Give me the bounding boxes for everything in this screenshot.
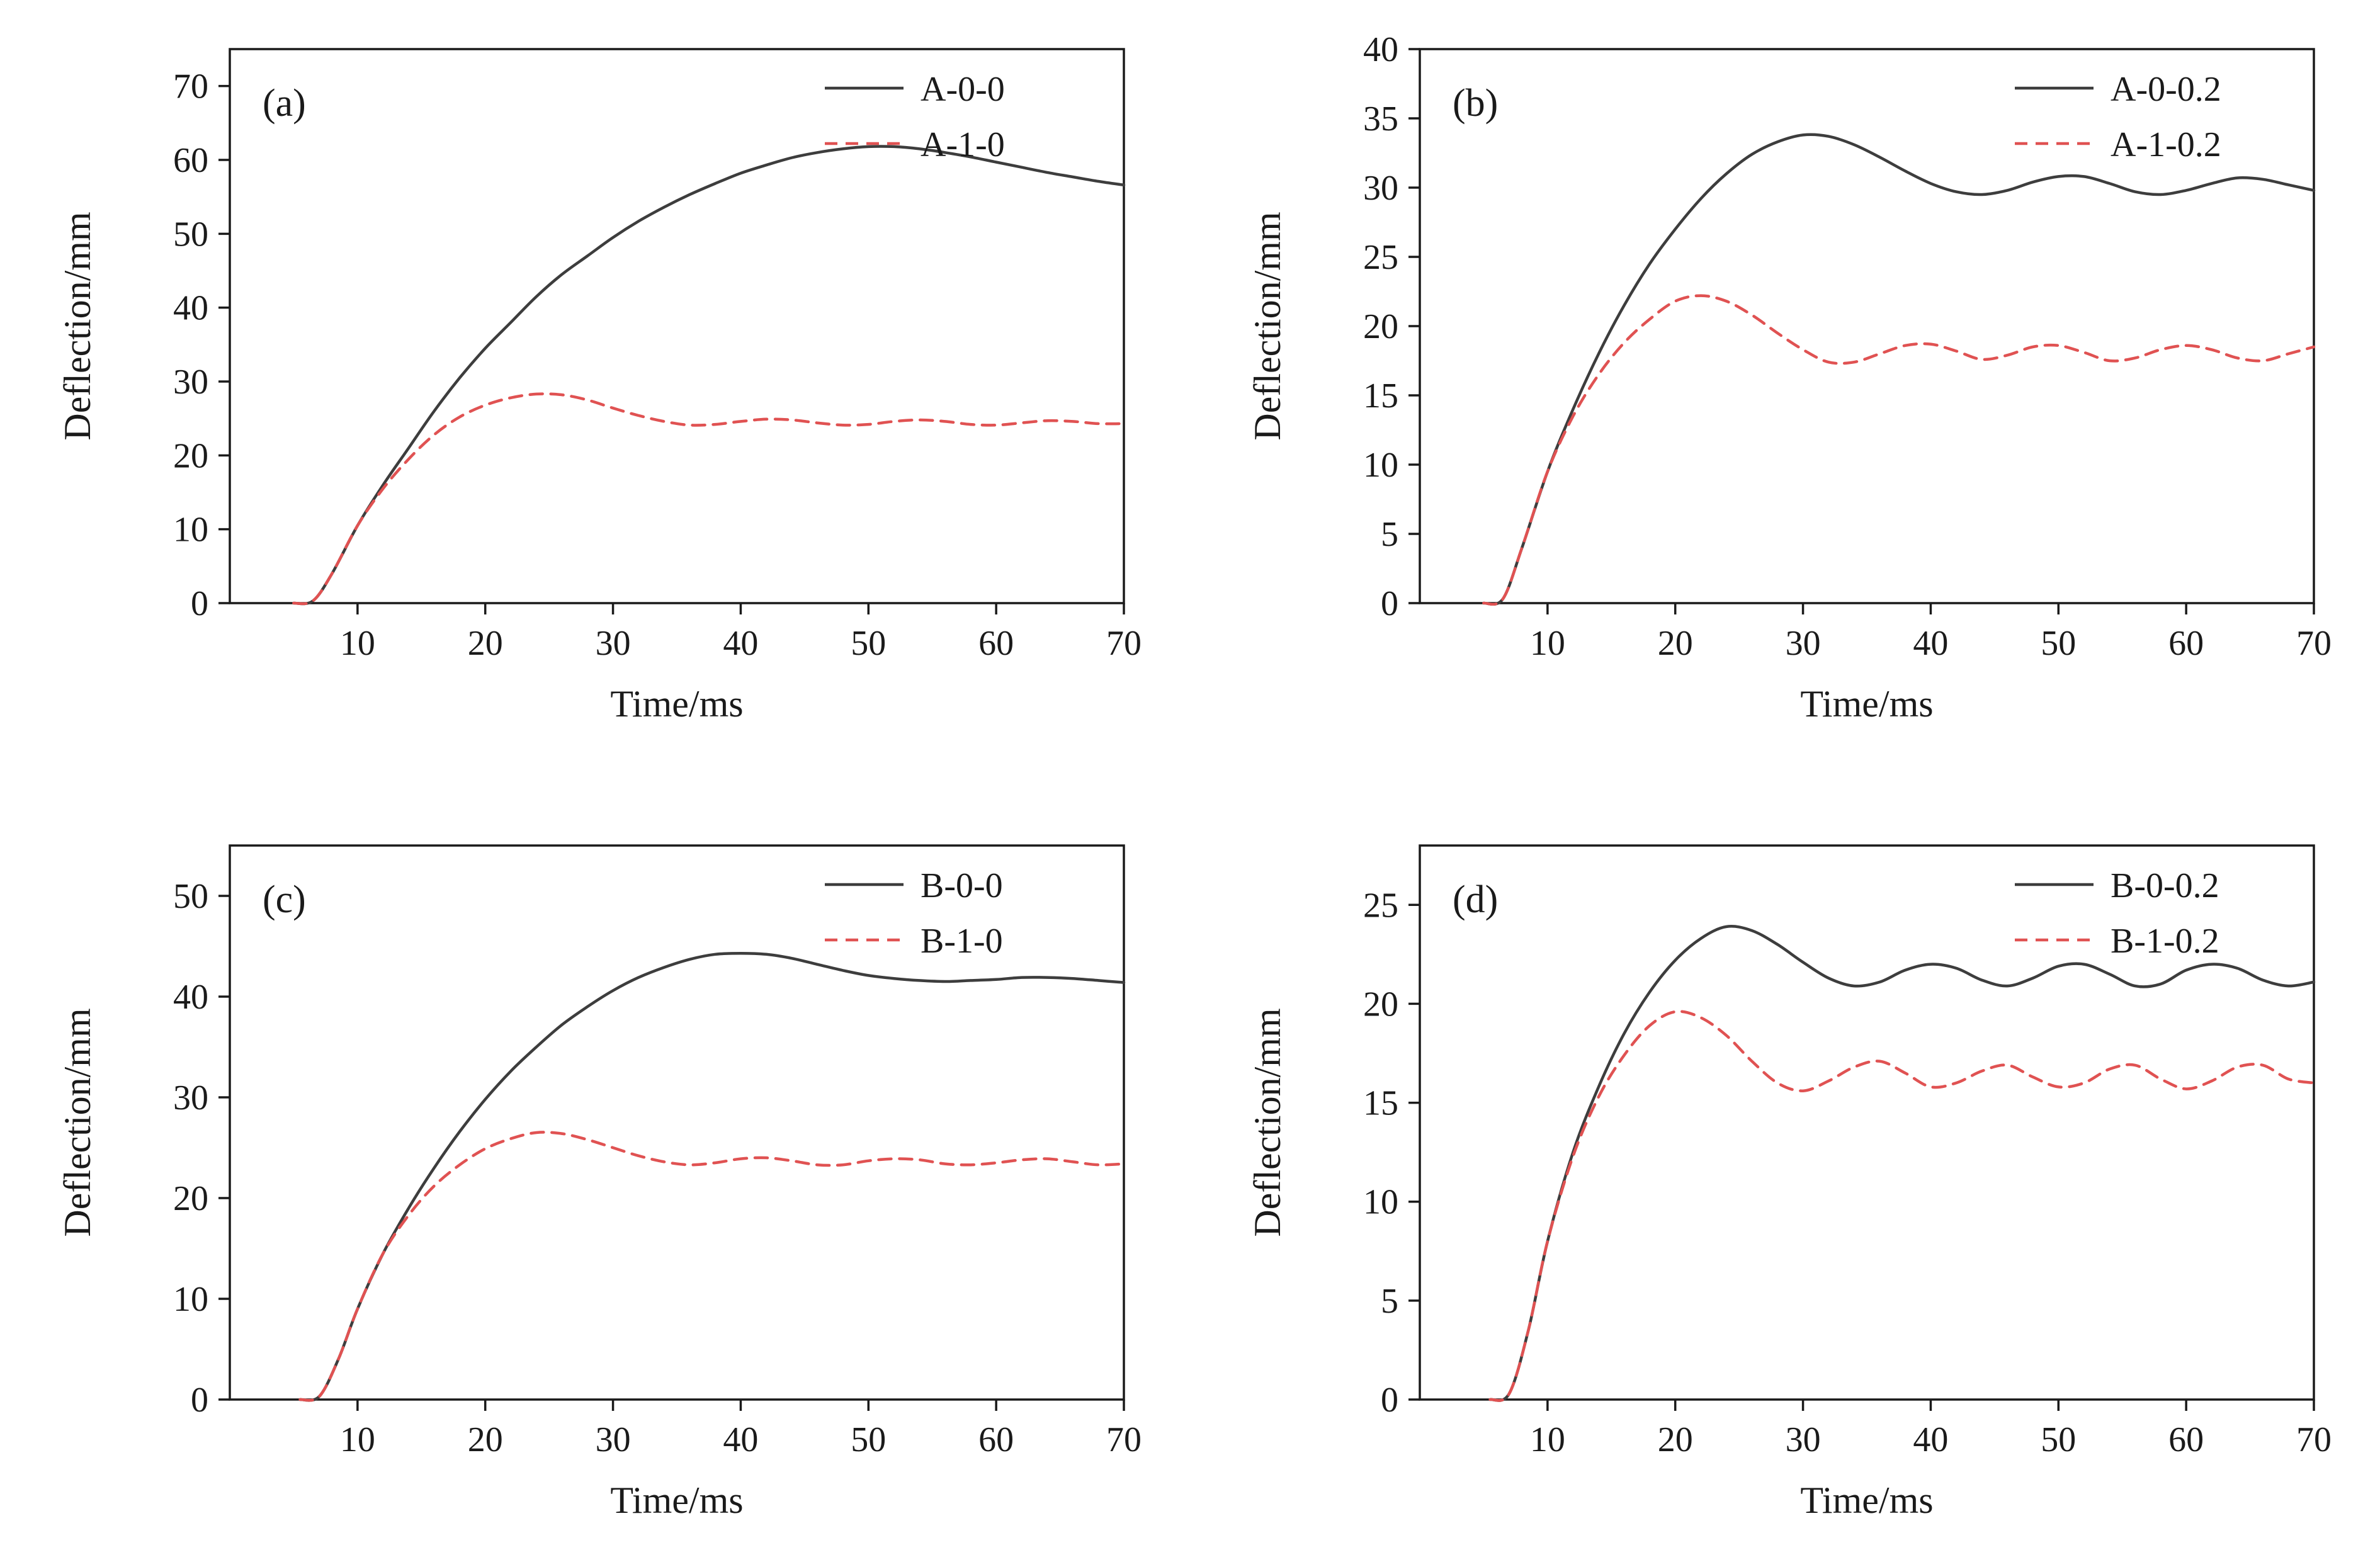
svg-text:60: 60: [2168, 1420, 2204, 1459]
svg-text:50: 50: [851, 1420, 886, 1459]
svg-text:50: 50: [173, 877, 208, 916]
svg-text:Time/ms: Time/ms: [610, 683, 743, 725]
svg-text:0: 0: [1381, 1381, 1398, 1420]
svg-text:15: 15: [1363, 1084, 1398, 1123]
svg-text:10: 10: [1530, 624, 1565, 663]
svg-text:10: 10: [340, 1420, 375, 1459]
chart-panel-a: 10 20 30 40 50 60 70 0 10 20 30 40 50 60 70 Time/ms Defl…: [0, 18, 1190, 751]
svg-text:40: 40: [173, 978, 208, 1017]
svg-text:(a): (a): [263, 82, 306, 125]
svg-text:40: 40: [173, 289, 208, 328]
svg-text:0: 0: [1381, 584, 1398, 623]
svg-text:10: 10: [1363, 446, 1398, 485]
chart-d-svg: 10 20 30 40 50 60 70 0 5 10 15 20 25 Time/ms Deflectio…: [1247, 844, 2332, 1521]
chart-panel-b: 10 20 30 40 50 60 70 0 5 10 15 20 25 30 35 40 Time/ms Def…: [1190, 18, 2380, 751]
svg-text:40: 40: [1913, 1420, 1948, 1459]
svg-text:Deflection/mm: Deflection/mm: [57, 212, 98, 440]
svg-text:70: 70: [173, 67, 208, 106]
chart-b-svg: 10 20 30 40 50 60 70 0 5 10 15 20 25 30 35 40 Time/ms Def…: [1247, 30, 2332, 725]
svg-text:Time/ms: Time/ms: [1800, 683, 1933, 725]
svg-text:30: 30: [1363, 169, 1398, 208]
svg-text:50: 50: [851, 624, 886, 663]
svg-text:30: 30: [1786, 624, 1821, 663]
svg-text:40: 40: [1913, 624, 1948, 663]
svg-text:70: 70: [2296, 624, 2332, 663]
chart-a-svg: 10 20 30 40 50 60 70 0 10 20 30 40 50 60 70 Time/ms Defl…: [57, 48, 1142, 725]
svg-text:60: 60: [173, 141, 208, 180]
svg-text:A-0-0: A-0-0: [921, 70, 1005, 109]
svg-text:20: 20: [1658, 1420, 1693, 1459]
svg-text:40: 40: [723, 1420, 758, 1459]
svg-text:10: 10: [173, 511, 208, 550]
svg-text:B-0-0: B-0-0: [921, 866, 1003, 905]
svg-text:30: 30: [173, 1078, 208, 1117]
svg-text:60: 60: [978, 1420, 1014, 1459]
svg-text:50: 50: [2041, 624, 2076, 663]
svg-text:25: 25: [1363, 886, 1398, 925]
svg-text:10: 10: [173, 1280, 208, 1319]
svg-text:5: 5: [1381, 1282, 1398, 1321]
svg-text:Deflection/mm: Deflection/mm: [1247, 212, 1288, 440]
svg-text:35: 35: [1363, 99, 1398, 139]
chart-c-svg: 10 20 30 40 50 60 70 0 10 20 30 40 50 Time/ms Deflecti…: [57, 844, 1142, 1521]
svg-text:20: 20: [1363, 985, 1398, 1024]
svg-text:20: 20: [468, 1420, 503, 1459]
svg-text:70: 70: [1106, 624, 1142, 663]
chart-panel-d: 10 20 30 40 50 60 70 0 5 10 15 20 25 Time/ms Deflectio…: [1190, 814, 2380, 1547]
svg-text:10: 10: [340, 624, 375, 663]
svg-text:40: 40: [723, 624, 758, 663]
svg-text:60: 60: [978, 624, 1014, 663]
svg-text:0: 0: [191, 584, 208, 623]
svg-text:30: 30: [173, 363, 208, 402]
svg-text:20: 20: [173, 1179, 208, 1218]
chart-panel-c: 10 20 30 40 50 60 70 0 10 20 30 40 50 Time/ms Deflecti…: [0, 814, 1190, 1547]
svg-text:15: 15: [1363, 376, 1398, 416]
svg-text:0: 0: [191, 1381, 208, 1420]
svg-text:40: 40: [1363, 30, 1398, 69]
svg-text:20: 20: [173, 436, 208, 475]
svg-text:Deflection/mm: Deflection/mm: [1247, 1008, 1288, 1236]
svg-text:Deflection/mm: Deflection/mm: [57, 1008, 98, 1236]
svg-text:50: 50: [2041, 1420, 2076, 1459]
svg-text:B-0-0.2: B-0-0.2: [2111, 866, 2219, 905]
svg-text:A-0-0.2: A-0-0.2: [2111, 70, 2221, 109]
svg-text:30: 30: [1786, 1420, 1821, 1459]
svg-text:70: 70: [1106, 1420, 1142, 1459]
svg-text:10: 10: [1363, 1183, 1398, 1222]
svg-text:70: 70: [2296, 1420, 2332, 1459]
svg-text:30: 30: [596, 1420, 631, 1459]
svg-text:A-1-0: A-1-0: [921, 125, 1005, 164]
svg-text:30: 30: [596, 624, 631, 663]
svg-text:B-1-0.2: B-1-0.2: [2111, 922, 2219, 961]
svg-text:(d): (d): [1453, 878, 1498, 921]
svg-text:50: 50: [173, 215, 208, 254]
svg-text:5: 5: [1381, 515, 1398, 554]
svg-text:Time/ms: Time/ms: [1800, 1479, 1933, 1521]
svg-text:(b): (b): [1453, 82, 1498, 125]
svg-text:10: 10: [1530, 1420, 1565, 1459]
svg-text:A-1-0.2: A-1-0.2: [2111, 125, 2221, 164]
svg-text:25: 25: [1363, 238, 1398, 277]
svg-text:20: 20: [1658, 624, 1693, 663]
svg-text:Time/ms: Time/ms: [610, 1479, 743, 1521]
svg-text:B-1-0: B-1-0: [921, 922, 1003, 961]
svg-text:20: 20: [468, 624, 503, 663]
svg-text:(c): (c): [263, 878, 306, 921]
svg-text:60: 60: [2168, 624, 2204, 663]
svg-text:20: 20: [1363, 307, 1398, 346]
